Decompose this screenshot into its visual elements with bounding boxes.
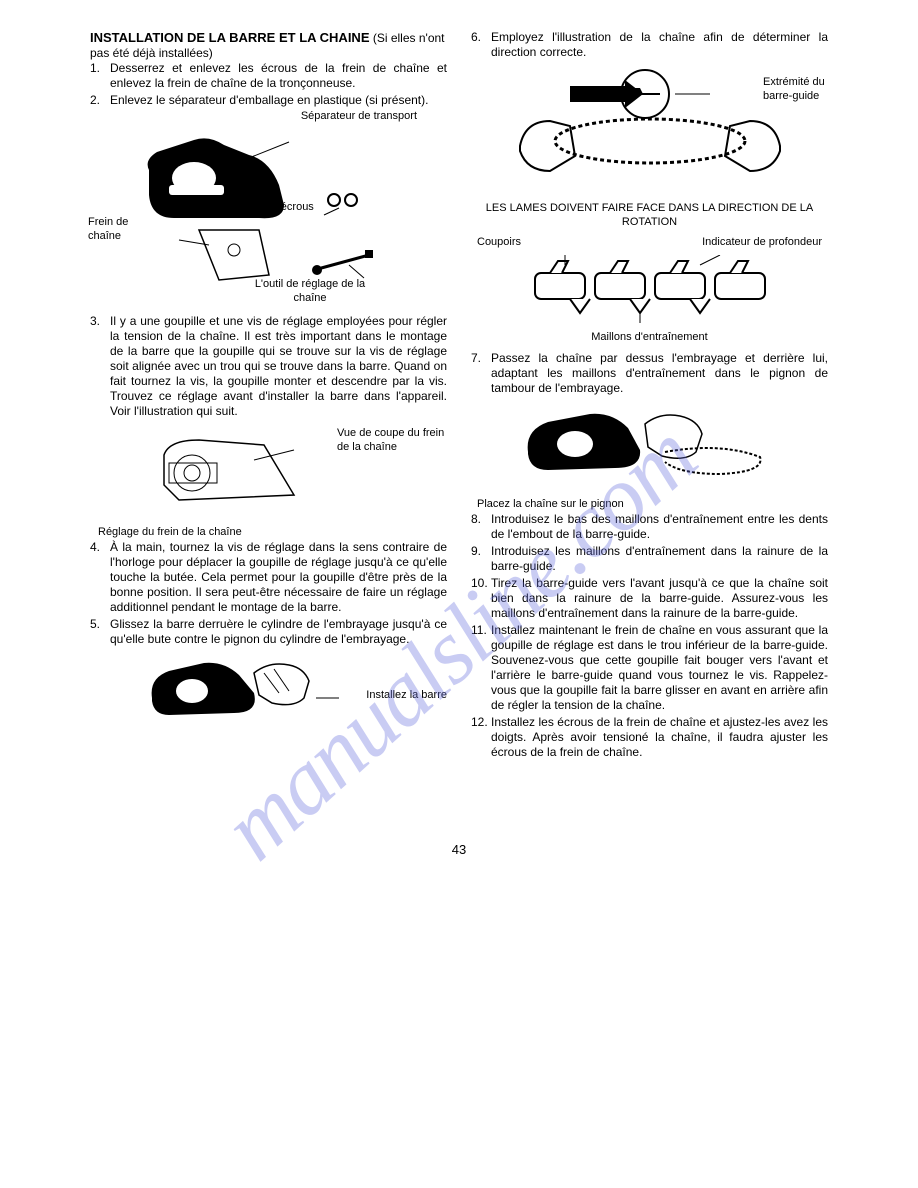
step-number: 8. bbox=[471, 512, 491, 542]
left-column: INSTALLATION DE LA BARRE ET LA CHAINE (S… bbox=[90, 30, 447, 762]
list-item: 10.Tirez la barre-guide vers l'avant jus… bbox=[471, 576, 828, 621]
step-text: Il y a une goupille et une vis de réglag… bbox=[110, 314, 447, 419]
fig1-tool-label: L'outil de réglage de la chaîne bbox=[250, 278, 370, 306]
step-number: 2. bbox=[90, 93, 110, 108]
fig1-brake-label: Frein de chaîne bbox=[88, 216, 148, 244]
fig6-caption: Placez la chaîne sur le pignon bbox=[471, 498, 828, 512]
list-item: 2.Enlevez le séparateur d'emballage en p… bbox=[90, 93, 447, 108]
fig4-side-label: Extrémité du barre-guide bbox=[763, 76, 828, 104]
fig5-left-label: Coupoirs bbox=[477, 236, 521, 250]
section-heading: INSTALLATION DE LA BARRE ET LA CHAINE (S… bbox=[90, 30, 447, 61]
step-text: Glissez la barre derruère le cylindre de… bbox=[110, 617, 447, 647]
fig5-top-labels: Coupoirs Indicateur de profondeur bbox=[471, 236, 828, 250]
step-number: 6. bbox=[471, 30, 491, 60]
step-text: Installez les écrous de la frein de chaî… bbox=[491, 715, 828, 760]
figure-install-bar: Installez la barre bbox=[90, 653, 447, 733]
list-item: 7.Passez la chaîne par dessus l'embrayag… bbox=[471, 351, 828, 396]
fig3-label: Installez la barre bbox=[366, 689, 447, 703]
step-number: 5. bbox=[90, 617, 110, 647]
step-number: 9. bbox=[471, 544, 491, 574]
steps-list-4: 6.Employez l'illustration de la chaîne a… bbox=[471, 30, 828, 60]
fig5-bottom-label: Maillons d'entraînement bbox=[471, 331, 828, 345]
step-text: Employez l'illustration de la chaîne afi… bbox=[491, 30, 828, 60]
fig2-bottom-label: Réglage du frein de la chaîne bbox=[90, 526, 447, 540]
step-number: 11. bbox=[471, 623, 491, 713]
list-item: 11.Installez maintenant le frein de chaî… bbox=[471, 623, 828, 713]
two-column-layout: INSTALLATION DE LA BARRE ET LA CHAINE (S… bbox=[90, 30, 828, 762]
steps-list-3: 4.À la main, tournez la vis de réglage d… bbox=[90, 540, 447, 647]
figure-brake-cutaway: Vue de coupe du frein de la chaîne bbox=[90, 425, 447, 520]
step-text: Introduisez les maillons d'entraînement … bbox=[491, 544, 828, 574]
list-item: 4.À la main, tournez la vis de réglage d… bbox=[90, 540, 447, 615]
step-number: 7. bbox=[471, 351, 491, 396]
figure-chain-links bbox=[471, 255, 828, 325]
step-number: 4. bbox=[90, 540, 110, 615]
step-number: 10. bbox=[471, 576, 491, 621]
list-item: 1.Desserrez et enlevez les écrous de la … bbox=[90, 61, 447, 91]
page-number: 43 bbox=[90, 842, 828, 858]
list-item: 6.Employez l'illustration de la chaîne a… bbox=[471, 30, 828, 60]
figure-chainsaw-parts bbox=[90, 130, 447, 300]
fig1-top-label: Séparateur de transport bbox=[90, 110, 447, 124]
list-item: 12.Installez les écrous de la frein de c… bbox=[471, 715, 828, 760]
step-text: Installez maintenant le frein de chaîne … bbox=[491, 623, 828, 713]
list-item: 8.Introduisez le bas des maillons d'entr… bbox=[471, 512, 828, 542]
list-item: 3.Il y a une goupille et une vis de régl… bbox=[90, 314, 447, 419]
step-text: Tirez la barre-guide vers l'avant jusqu'… bbox=[491, 576, 828, 621]
step-text: Passez la chaîne par dessus l'embrayage … bbox=[491, 351, 828, 396]
list-item: 5.Glissez la barre derruère le cylindre … bbox=[90, 617, 447, 647]
step-number: 12. bbox=[471, 715, 491, 760]
steps-list-6: 8.Introduisez le bas des maillons d'entr… bbox=[471, 512, 828, 760]
steps-list-5: 7.Passez la chaîne par dessus l'embrayag… bbox=[471, 351, 828, 396]
step-text: Desserrez et enlevez les écrous de la fr… bbox=[110, 61, 447, 91]
heading-title: INSTALLATION DE LA BARRE ET LA CHAINE bbox=[90, 30, 370, 45]
step-text: Enlevez le séparateur d'emballage en pla… bbox=[110, 93, 447, 108]
fig4-caption: LES LAMES DOIVENT FAIRE FACE DANS LA DIR… bbox=[471, 202, 828, 230]
fig2-top-label: Vue de coupe du frein de la chaîne bbox=[337, 427, 447, 455]
steps-list-2: 3.Il y a une goupille et une vis de régl… bbox=[90, 314, 447, 419]
figure-chain-direction: Extrémité du barre-guide bbox=[471, 66, 828, 196]
step-number: 1. bbox=[90, 61, 110, 91]
list-item: 9.Introduisez les maillons d'entraînemen… bbox=[471, 544, 828, 574]
step-text: À la main, tournez la vis de réglage dan… bbox=[110, 540, 447, 615]
right-column: 6.Employez l'illustration de la chaîne a… bbox=[471, 30, 828, 762]
fig5-right-label: Indicateur de profondeur bbox=[702, 236, 822, 250]
figure-place-chain bbox=[471, 402, 828, 492]
step-number: 3. bbox=[90, 314, 110, 419]
steps-list-1: 1.Desserrez et enlevez les écrous de la … bbox=[90, 61, 447, 108]
fig1-nuts-label: Les écrous bbox=[260, 201, 314, 215]
step-text: Introduisez le bas des maillons d'entraî… bbox=[491, 512, 828, 542]
